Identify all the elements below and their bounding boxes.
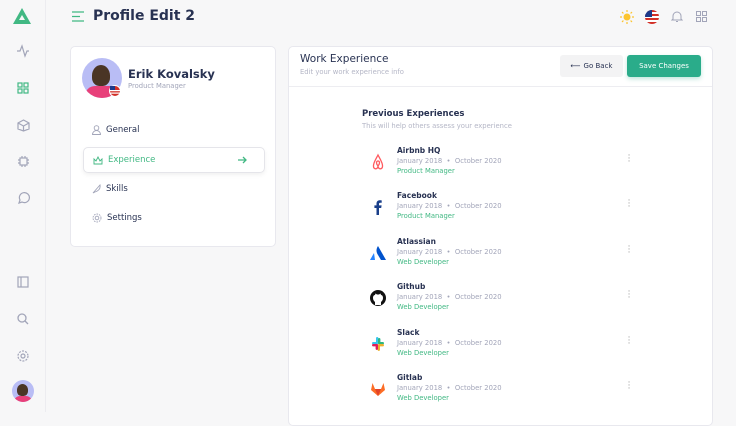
more-options-icon[interactable]: · · · xyxy=(627,196,631,213)
section-title: Previous Experiences xyxy=(362,109,465,119)
more-options-icon[interactable]: · · · xyxy=(627,241,631,258)
panel-title: Work Experience xyxy=(300,53,389,65)
more-options-icon[interactable]: · · · xyxy=(627,151,631,167)
menu-item-general[interactable]: General xyxy=(83,117,265,143)
gear-icon xyxy=(92,213,102,223)
panel-subtitle: Edit your work experience info xyxy=(300,68,404,76)
date-range: January 2018 • October 2020 xyxy=(397,157,502,165)
date-range: January 2018 • October 2020 xyxy=(397,202,502,211)
menu-item-label: Settings xyxy=(107,213,142,223)
date-range: January 2018 • October 2020 xyxy=(397,338,502,347)
job-role: Product Manager xyxy=(397,212,455,221)
feather-icon xyxy=(92,184,101,194)
slack-icon xyxy=(372,336,384,351)
menu-icon[interactable] xyxy=(72,11,85,22)
bell-icon[interactable] xyxy=(671,10,683,23)
date-range: January 2018 • October 2020 xyxy=(397,247,502,256)
job-role: Product Manager xyxy=(397,167,455,175)
date-range: January 2018 • October 2020 xyxy=(397,293,502,302)
company-name: Atlassian xyxy=(397,236,436,246)
sidebar-toggle-icon[interactable] xyxy=(13,272,33,292)
experience-item: Atlassian January 2018 • October 2020 We… xyxy=(364,237,714,281)
end-date: October 2020 xyxy=(454,202,502,211)
settings-icon[interactable] xyxy=(13,346,33,366)
logo-icon[interactable] xyxy=(12,6,32,26)
experience-item: Github January 2018 • October 2020 Web D… xyxy=(364,282,714,326)
job-role: Web Developer xyxy=(397,348,449,357)
experience-item: Slack January 2018 • October 2020 Web De… xyxy=(364,328,714,372)
work-experience-panel: Work Experience Edit your work experienc… xyxy=(288,46,713,426)
job-role: Web Developer xyxy=(397,394,449,402)
user-icon xyxy=(92,125,101,135)
crown-icon xyxy=(93,155,103,164)
more-options-icon[interactable]: · · · xyxy=(627,287,631,304)
company-name: Airbnb HQ xyxy=(397,146,441,155)
more-options-icon[interactable]: · · · xyxy=(627,332,631,349)
section-subtitle: This will help others assess your experi… xyxy=(362,122,512,130)
menu-item-experience[interactable]: Experience xyxy=(83,147,265,173)
user-avatar[interactable] xyxy=(12,380,34,402)
profile-role: Product Manager xyxy=(128,82,186,90)
end-date: October 2020 xyxy=(454,247,502,256)
date-range: January 2018 • October 2020 xyxy=(397,384,502,392)
apps-icon[interactable] xyxy=(696,11,707,22)
end-date: October 2020 xyxy=(454,338,502,347)
job-role: Web Developer xyxy=(397,303,449,312)
facebook-icon xyxy=(374,200,382,216)
experience-item: Facebook January 2018 • October 2020 Pro… xyxy=(364,191,714,235)
start-date: January 2018 xyxy=(397,202,443,211)
company-name: Facebook xyxy=(397,191,437,201)
end-date: October 2020 xyxy=(454,157,502,165)
experience-item: Airbnb HQ January 2018 • October 2020 Pr… xyxy=(364,146,714,190)
profile-card: Erik Kovalsky Product Manager General Ex… xyxy=(70,46,276,247)
flag-badge-icon xyxy=(109,85,121,97)
us-flag-icon[interactable] xyxy=(645,10,659,24)
profile-name: Erik Kovalsky xyxy=(128,67,215,81)
menu-item-label: Skills xyxy=(106,184,128,194)
panel-header: Work Experience Edit your work experienc… xyxy=(289,47,712,87)
cpu-icon[interactable] xyxy=(13,151,33,171)
go-back-button[interactable]: ⟵ Go Back xyxy=(560,55,623,77)
atlassian-icon xyxy=(370,245,386,260)
page-title: Profile Edit 2 xyxy=(93,8,196,24)
grid-icon[interactable] xyxy=(13,78,33,98)
activity-icon[interactable] xyxy=(13,41,33,61)
search-icon[interactable] xyxy=(13,309,33,329)
end-date: October 2020 xyxy=(454,384,502,392)
company-name: Slack xyxy=(397,327,420,337)
arrow-left-icon: ⟵ xyxy=(570,62,581,70)
sidebar xyxy=(0,0,46,412)
menu-item-settings[interactable]: Settings xyxy=(83,205,265,231)
end-date: October 2020 xyxy=(454,293,502,302)
more-options-icon[interactable]: · · · xyxy=(627,378,631,394)
github-icon xyxy=(370,290,386,307)
menu-item-label: General xyxy=(106,125,140,135)
save-changes-button[interactable]: Save Changes xyxy=(627,55,701,77)
menu-item-skills[interactable]: Skills xyxy=(83,176,265,202)
box-icon[interactable] xyxy=(13,115,33,135)
start-date: January 2018 xyxy=(397,247,443,256)
arrow-right-icon xyxy=(238,156,247,164)
airbnb-icon xyxy=(372,153,384,170)
go-back-label: Go Back xyxy=(583,62,613,70)
start-date: January 2018 xyxy=(397,293,443,302)
experience-item: Gitlab January 2018 • October 2020 Web D… xyxy=(364,373,714,417)
company-name: Github xyxy=(397,282,426,292)
company-name: Gitlab xyxy=(397,373,423,382)
job-role: Web Developer xyxy=(397,257,449,266)
start-date: January 2018 xyxy=(397,384,443,392)
start-date: January 2018 xyxy=(397,338,443,347)
menu-item-label: Experience xyxy=(108,155,156,165)
sun-icon[interactable] xyxy=(620,10,634,24)
gitlab-icon xyxy=(371,383,385,396)
start-date: January 2018 xyxy=(397,157,443,165)
message-icon[interactable] xyxy=(13,188,33,208)
